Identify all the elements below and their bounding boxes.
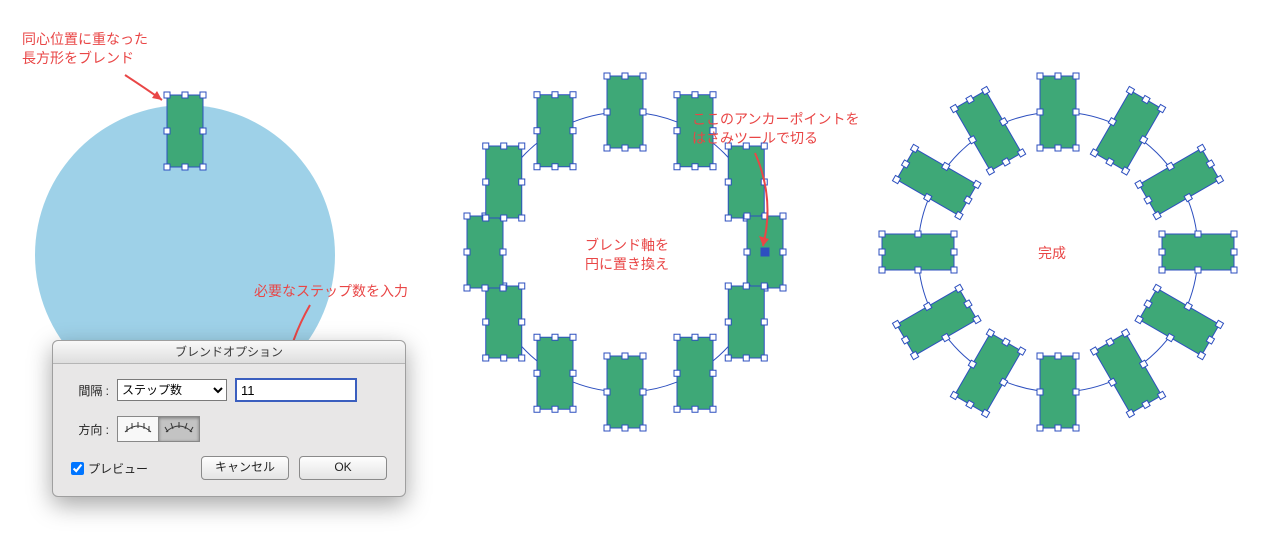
blend-options-dialog: ブレンドオプション 間隔 : ステップ数 方向 :	[52, 340, 406, 497]
orient-align-path-button[interactable]	[158, 417, 199, 441]
spacing-label: 間隔 :	[71, 382, 109, 399]
preview-label: プレビュー	[88, 460, 148, 477]
ok-button[interactable]: OK	[299, 456, 387, 480]
orient-toggle	[117, 416, 200, 442]
orient-label: 方向 :	[71, 421, 109, 438]
step-count-input[interactable]	[235, 378, 357, 402]
preview-checkbox[interactable]: プレビュー	[71, 460, 148, 477]
dialog-title: ブレンドオプション	[53, 341, 405, 364]
orient-align-page-button[interactable]	[118, 417, 158, 441]
spacing-mode-select[interactable]: ステップ数	[117, 379, 227, 401]
annotation-complete: 完成	[1038, 246, 1066, 265]
annotation-step-count: 必要なステップ数を入力	[254, 284, 408, 303]
cancel-button[interactable]: キャンセル	[201, 456, 289, 480]
